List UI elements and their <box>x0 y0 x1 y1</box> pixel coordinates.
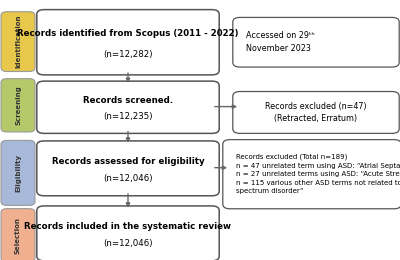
Text: Screening: Screening <box>15 86 21 125</box>
Text: Records excluded (Total n=189)
n = 47 unrelated term using ASD: “Atrial Septal D: Records excluded (Total n=189) n = 47 un… <box>236 154 400 194</box>
Text: Records included in the systematic review: Records included in the systematic revie… <box>24 222 232 231</box>
FancyBboxPatch shape <box>233 92 399 133</box>
Text: Records assessed for eligibility: Records assessed for eligibility <box>52 157 204 166</box>
FancyBboxPatch shape <box>1 79 35 132</box>
Text: Records screened.: Records screened. <box>83 96 173 105</box>
FancyBboxPatch shape <box>37 141 219 196</box>
Text: Eligibility: Eligibility <box>15 154 21 192</box>
FancyBboxPatch shape <box>1 209 35 260</box>
Text: (n=12,235): (n=12,235) <box>103 112 153 121</box>
Text: Selection: Selection <box>15 217 21 254</box>
FancyBboxPatch shape <box>1 140 35 205</box>
Text: Records excluded (n=47)
(Retracted, Erratum): Records excluded (n=47) (Retracted, Erra… <box>265 102 367 123</box>
Text: Accessed on 29ᵗʰ
November 2023: Accessed on 29ᵗʰ November 2023 <box>246 31 315 53</box>
FancyBboxPatch shape <box>37 206 219 260</box>
FancyBboxPatch shape <box>223 140 400 209</box>
Text: (n=12,046): (n=12,046) <box>103 174 153 183</box>
FancyBboxPatch shape <box>1 12 35 72</box>
FancyBboxPatch shape <box>37 81 219 133</box>
FancyBboxPatch shape <box>233 17 399 67</box>
Text: Identification: Identification <box>15 15 21 68</box>
FancyBboxPatch shape <box>37 10 219 75</box>
Text: Records identified from Scopus (2011 - 2022): Records identified from Scopus (2011 - 2… <box>17 29 239 38</box>
Text: (n=12,046): (n=12,046) <box>103 239 153 248</box>
Text: (n=12,282): (n=12,282) <box>103 50 153 59</box>
